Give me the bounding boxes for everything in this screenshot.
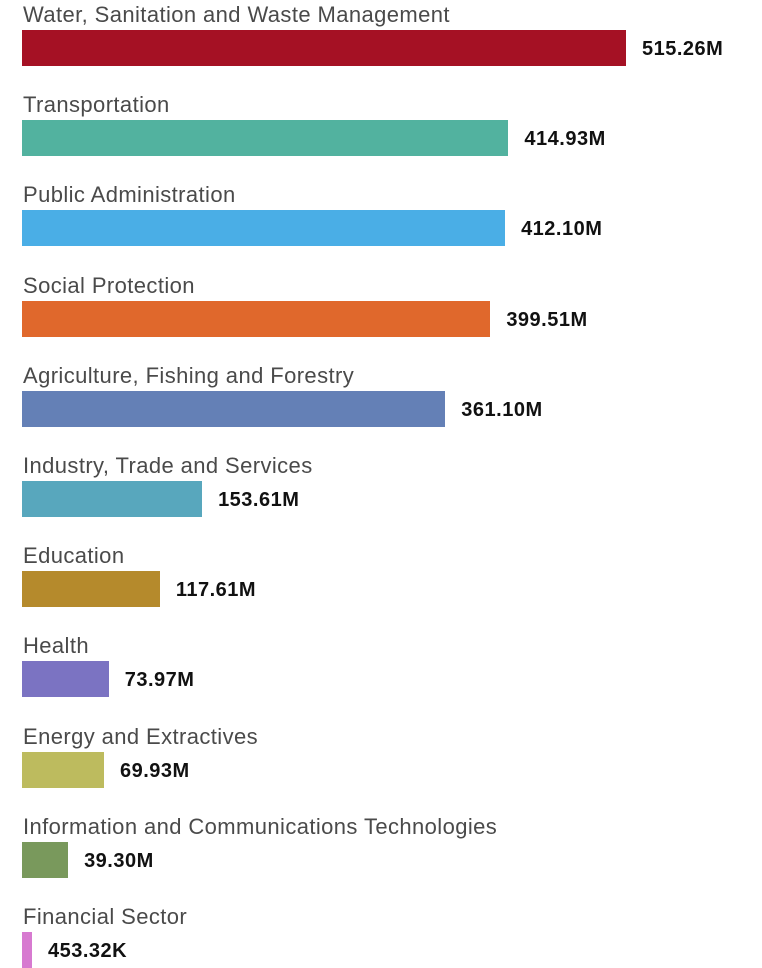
bar xyxy=(22,390,446,427)
bar xyxy=(22,481,203,517)
category-label: Health xyxy=(23,633,89,659)
category-label: Water, Sanitation and Waste Management xyxy=(23,2,450,27)
value-label: 69.93M xyxy=(119,759,190,782)
value-label: 361.10M xyxy=(461,398,543,421)
value-label: 412.10M xyxy=(521,218,603,241)
category-label: Industry, Trade and Services xyxy=(23,453,313,478)
value-label: 73.97M xyxy=(124,669,195,692)
category-label: Energy and Extractives xyxy=(23,723,259,749)
bar xyxy=(22,210,506,247)
value-label: 453.32K xyxy=(48,940,128,962)
category-label: Social Protection xyxy=(23,272,195,298)
category-label: Public Administration xyxy=(23,182,236,208)
bar xyxy=(22,661,109,698)
bar xyxy=(22,120,509,157)
bar xyxy=(22,841,69,878)
category-label: Education xyxy=(23,543,125,569)
category-label: Agriculture, Fishing and Forestry xyxy=(23,362,355,388)
value-label: 515.26M xyxy=(642,38,724,60)
category-label: Information and Communications Technolog… xyxy=(23,813,498,839)
bar xyxy=(22,932,32,968)
value-label: 399.51M xyxy=(506,308,588,331)
bar xyxy=(22,571,160,608)
value-label: 414.93M xyxy=(524,128,606,151)
category-label: Transportation xyxy=(23,92,170,118)
bar xyxy=(22,300,491,337)
bar xyxy=(22,30,626,66)
value-label: 117.61M xyxy=(175,579,257,602)
value-label: 153.61M xyxy=(218,489,300,511)
bar xyxy=(22,751,104,788)
category-label: Financial Sector xyxy=(23,904,188,929)
value-label: 39.30M xyxy=(84,849,154,872)
